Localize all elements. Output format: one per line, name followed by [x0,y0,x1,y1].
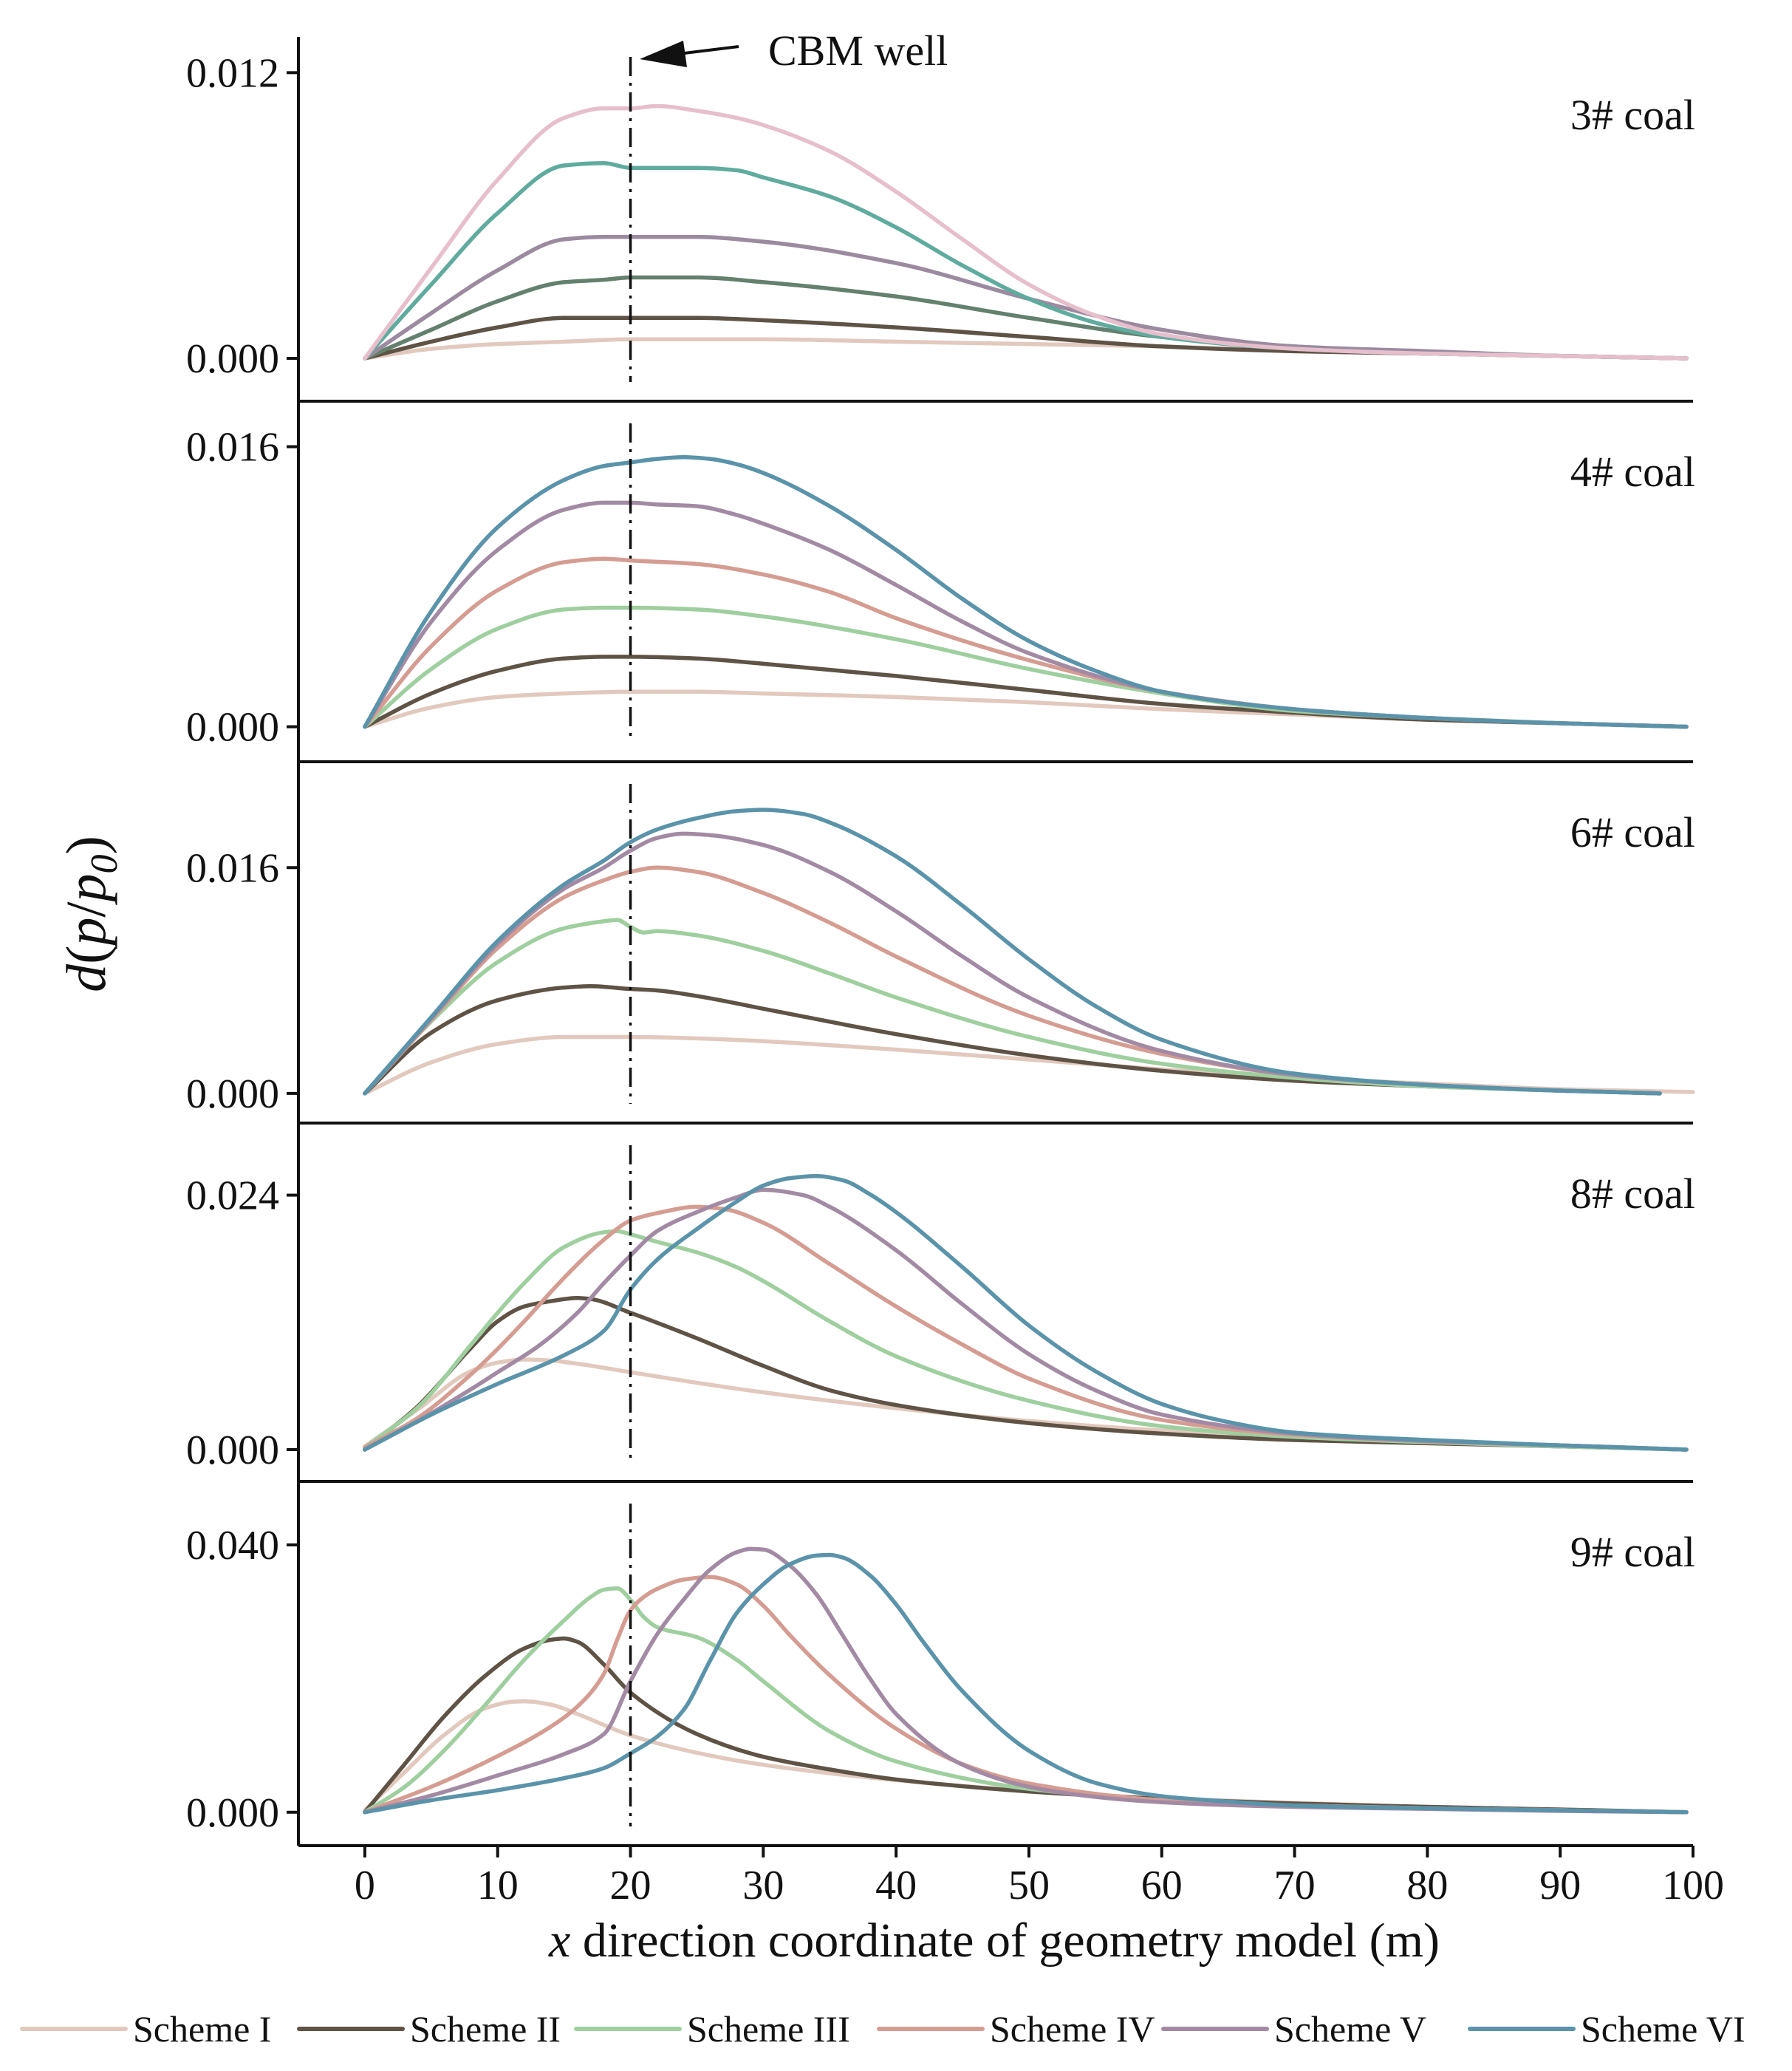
x-tick-label-5: 50 [1008,1863,1050,1908]
legend-label-scheme-ii: Scheme II [410,2008,561,2050]
series-line-9-coal-scheme-vi [363,1552,1689,1815]
y-axis-title-d: d [55,963,117,992]
series-line-3-coal-scheme-iv [363,234,1689,361]
x-tick-label-0: 0 [355,1863,375,1908]
y-axis-title: d(p/p0) [55,836,126,992]
x-tick-label-7: 70 [1274,1863,1316,1908]
panel-label-3-coal: 3# coal [1570,91,1695,139]
series-line-6-coal-scheme-vi [363,808,1662,1096]
y-axis-title-open: ( [55,946,117,964]
y-tick-label-9-coal-0: 0.000 [186,1790,279,1836]
x-axis-title-var: x [548,1914,570,1968]
annotation-layer: CBM well [640,27,948,75]
y-tick-label-6-coal-1: 0.016 [186,845,279,891]
panel-6-coal: 0.000 0.016 6# coal [186,762,1695,1125]
x-tick-label-10: 100 [1662,1863,1724,1908]
panel-8-coal: 0.000 0.024 8# coal [186,1123,1695,1483]
annotation-cbm-well: CBM well [768,27,948,75]
y-tick-label-3-coal-0: 0.000 [186,336,279,382]
y-axis-title-sub: 0 [83,854,126,873]
panel-label-6-coal: 6# coal [1570,808,1695,856]
series-line-4-coal-scheme-vi [363,455,1689,729]
legend-label-scheme-i: Scheme I [133,2008,271,2050]
legend-label-scheme-iii: Scheme III [687,2008,850,2050]
legend: Scheme I Scheme II Scheme III Scheme IV Sche… [20,2008,1745,2050]
x-axis-title-rest: direction coordinate of geometry model (… [570,1914,1440,1968]
panel-label-8-coal: 8# coal [1570,1170,1695,1218]
y-tick-label-9-coal-1: 0.040 [186,1523,279,1569]
panel-3-coal: 0.000 0.012 3# coal [186,37,1695,403]
y-tick-label-4-coal-0: 0.000 [186,705,279,751]
series-line-8-coal-scheme-vi [363,1174,1689,1452]
y-tick-label-6-coal-0: 0.000 [186,1071,279,1117]
y-tick-label-8-coal-0: 0.000 [186,1427,279,1473]
x-tick-label-8: 80 [1406,1863,1448,1908]
panel-label-4-coal: 4# coal [1570,448,1695,496]
y-axis-title-close: ) [55,836,117,854]
y-axis-title-slash: / [55,901,117,918]
y-axis-title-p0: p [55,873,117,905]
y-tick-label-4-coal-1: 0.016 [186,425,279,471]
series-line-3-coal-scheme-vi [363,103,1689,361]
x-tick-label-4: 40 [875,1863,917,1908]
y-tick-label-3-coal-1: 0.012 [186,50,279,96]
x-tick-label-9: 90 [1539,1863,1581,1908]
legend-label-scheme-vi: Scheme VI [1581,2008,1745,2050]
annotation-arrow-head [640,41,687,67]
x-tick-label-3: 30 [742,1863,784,1908]
x-tick-label-2: 20 [610,1863,652,1908]
legend-label-scheme-v: Scheme V [1274,2008,1426,2050]
y-axis-title-p: p [55,918,117,949]
x-axis-title: x direction coordinate of geometry model… [548,1914,1440,1968]
panel-9-coal: 0.000 0.040 9# coal [186,1481,1695,1847]
legend-label-scheme-iv: Scheme IV [990,2008,1155,2050]
x-tick-label-1: 10 [477,1863,519,1908]
y-tick-label-8-coal-1: 0.024 [186,1173,279,1219]
x-axis: 0 10 20 30 40 50 60 70 80 90 100 [355,1846,1724,1908]
panel-4-coal: 0.000 0.016 4# coal [186,401,1695,763]
x-tick-label-6: 60 [1141,1863,1183,1908]
panel-label-9-coal: 9# coal [1570,1528,1695,1576]
